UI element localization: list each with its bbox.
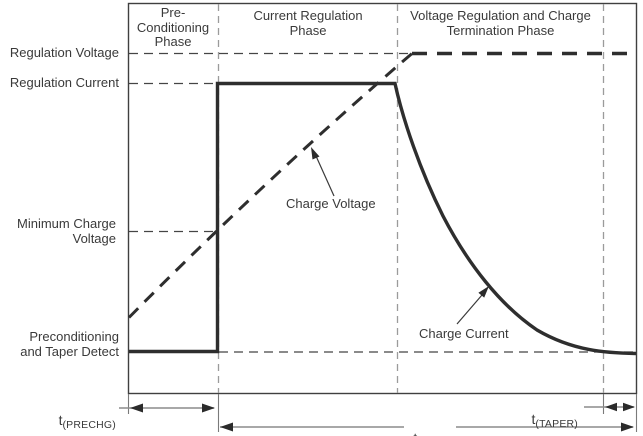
t-chg-base: t [413,430,417,436]
timing-label-t-prechg: t(PRECHG) [0,398,116,432]
phase-label-current-regulation: Current Regulation Phase [253,8,363,38]
t-taper-sub: (TAPER) [535,417,578,430]
charge-voltage-arrowhead-icon [311,147,320,160]
curve-label-charge-current: Charge Current [419,326,509,341]
charge-current-arrowhead-icon [478,286,489,298]
axis-label-minimum-charge-voltage: Minimum Charge Voltage [17,216,116,246]
t-prechg-sub: (PRECHG) [62,418,116,431]
curve-label-charge-voltage: Charge Voltage [286,196,376,211]
timing-label-t-taper: t(TAPER) [518,397,578,431]
charge-current-curve [129,81,637,356]
t-chg-right-arrowhead-icon [621,422,634,432]
plot-border [127,2,638,395]
t-taper-left-arrowhead-icon [605,402,617,412]
t-taper-right-arrowhead-icon [623,402,635,412]
axis-label-preconditioning-taper-detect: Preconditioning and Taper Detect [20,329,119,359]
phase-label-voltage-regulation: Voltage Regulation and Charge Terminatio… [410,8,591,38]
t-prechg-left-arrowhead-icon [130,403,143,413]
axis-label-regulation-current: Regulation Current [9,75,119,90]
t-taper-base: t [531,410,536,427]
phase-label-preconditioning: Pre- Conditioning Phase [136,5,210,50]
axis-label-regulation-voltage: Regulation Voltage [9,45,119,60]
t-prechg-base: t [58,411,63,428]
timing-label-t-chg: t(CHG) [405,416,457,436]
charge-current-pointer-line [456,294,483,325]
charge-voltage-curve-rising [127,52,413,319]
t-prechg-right-arrowhead-icon [202,403,215,413]
t-chg-left-arrowhead-icon [220,422,233,432]
charge-voltage-pointer-line [315,155,335,197]
